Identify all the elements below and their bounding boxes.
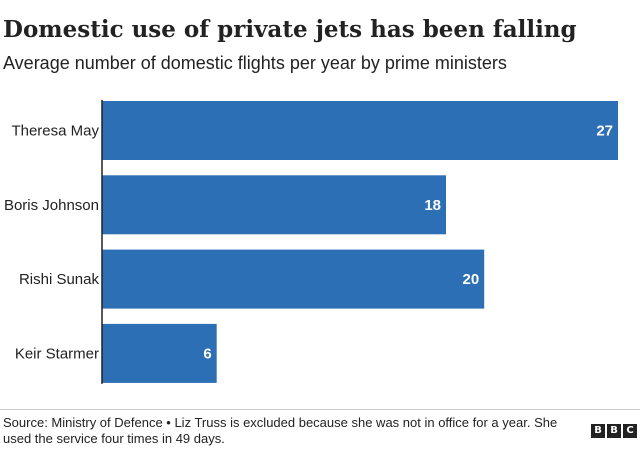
value-label: 20 (463, 271, 480, 288)
category-label: Theresa May (11, 123, 99, 140)
bbc-logo-letter: B (591, 424, 605, 438)
value-label: 6 (203, 345, 211, 362)
bar-keir-starmer (102, 323, 217, 383)
bar-boris-johnson (102, 175, 446, 235)
bar-theresa-may (102, 101, 618, 160)
bar-rishi-sunak (102, 249, 485, 309)
bbc-logo-letter: B (607, 424, 621, 438)
chart-title: Domestic use of private jets has been fa… (3, 16, 577, 43)
value-label: 27 (596, 123, 613, 140)
value-label: 18 (424, 197, 441, 214)
source-note: Source: Ministry of Defence • Liz Truss … (3, 415, 558, 446)
category-label: Rishi Sunak (19, 271, 100, 288)
chart-subtitle: Average number of domestic flights per y… (3, 53, 507, 73)
bbc-logo-letter: C (623, 424, 637, 438)
bbc-logo: B B C (591, 424, 637, 438)
category-label: Keir Starmer (15, 345, 99, 362)
category-label: Boris Johnson (4, 197, 99, 214)
